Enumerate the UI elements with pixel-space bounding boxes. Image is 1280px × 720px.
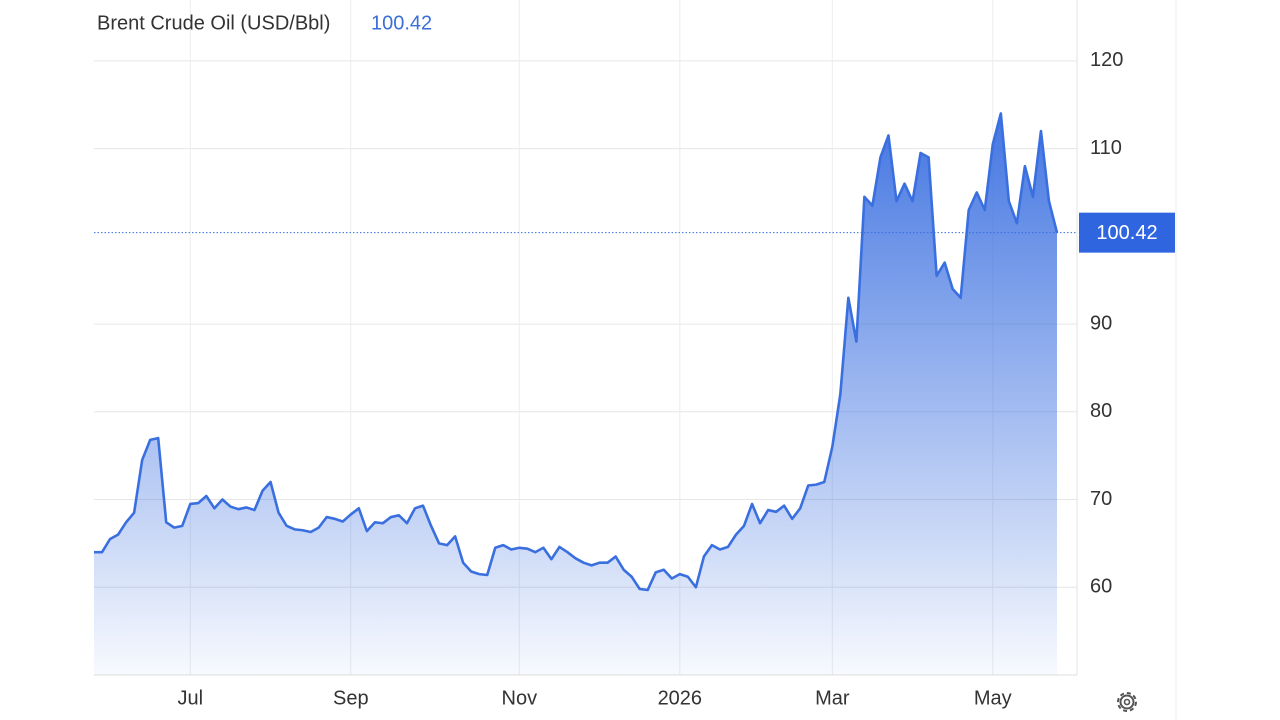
last-value-badge [1079, 212, 1175, 253]
x-tick-label: May [974, 687, 1012, 709]
x-tick-label: 2026 [658, 687, 703, 709]
area-fill [94, 113, 1057, 675]
x-tick-label: Jul [178, 687, 204, 709]
y-tick-label: 90 [1090, 312, 1112, 334]
y-tick-label: 80 [1090, 400, 1112, 422]
x-tick-label: Sep [333, 687, 369, 709]
y-tick-label: 60 [1090, 576, 1112, 598]
y-tick-label: 110 [1090, 137, 1122, 159]
price-line [94, 112, 1059, 592]
x-tick-label: Mar [815, 687, 850, 709]
settings-icon[interactable] [1117, 692, 1137, 712]
last-value-label: 100.42 [1096, 222, 1157, 244]
plot [94, 112, 1059, 675]
last-value: 100.42 [371, 12, 432, 34]
chart-title: Brent Crude Oil (USD/Bbl) [97, 12, 330, 34]
y-tick-label: 120 [1090, 49, 1123, 71]
x-tick-label: Nov [502, 687, 538, 709]
y-tick-label: 70 [1090, 488, 1112, 510]
